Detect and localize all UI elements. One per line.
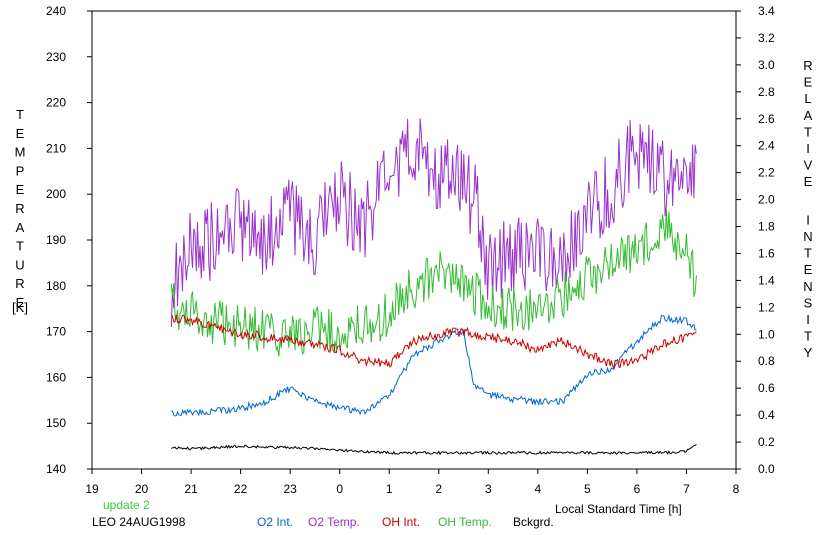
y-right-tick-label: 3.0	[758, 58, 775, 72]
y-right-label-letter: T	[804, 329, 812, 344]
series-line-oh-int	[171, 314, 697, 370]
y-left-tick-label: 150	[46, 416, 66, 430]
y-right-tick-label: 2.6	[758, 112, 775, 126]
series-line-o2-temp	[170, 118, 697, 328]
legend-entry: O2 Temp.	[308, 515, 360, 529]
y-right-tick-label: 1.6	[758, 246, 775, 260]
x-tick-label: 6	[634, 482, 641, 496]
x-tick-label: 19	[85, 482, 99, 496]
y-left-tick-label: 170	[46, 325, 66, 339]
series-line-bckgrd	[171, 444, 697, 456]
y-left-label-letter: E	[16, 126, 25, 141]
y-right-tick-label: 2.0	[758, 193, 775, 207]
y-left-tick-label: 140	[46, 462, 66, 476]
x-tick-label: 7	[683, 482, 690, 496]
y-right-label-letter: R	[803, 58, 812, 73]
x-tick-label: 2	[435, 482, 442, 496]
legend-entry: O2 Int.	[257, 515, 293, 529]
x-axis-label: Local Standard Time [h]	[555, 502, 682, 516]
x-tick-label: 22	[234, 482, 248, 496]
y-right-tick-label: 0.8	[758, 354, 775, 368]
y-left-tick-label: 220	[46, 96, 66, 110]
y-right-label-letter: E	[804, 75, 813, 90]
y-right-tick-label: 0.4	[758, 408, 775, 422]
y-left-label-letter: R	[15, 276, 24, 291]
y-right-label-letter: I	[806, 212, 810, 227]
x-tick-label: 23	[283, 482, 297, 496]
y-left-label-letter: M	[15, 145, 26, 160]
y-left-label-letter: T	[16, 107, 24, 122]
y-left-tick-label: 180	[46, 279, 66, 293]
station-date-note: LEO 24AUG1998	[92, 515, 186, 529]
y-right-label-letter: N	[803, 279, 812, 294]
y-left-tick-label: 190	[46, 233, 66, 247]
y-left-label-letter: E	[16, 182, 25, 197]
y-right-label-letter: I	[806, 141, 810, 156]
y-left-label-letter: T	[16, 239, 24, 254]
series-line-o2-int	[171, 313, 697, 417]
y-right-tick-label: 1.4	[758, 273, 775, 287]
plot-frame	[91, 10, 737, 470]
y-right-tick-label: 2.4	[758, 139, 775, 153]
legend-entry: OH Temp.	[438, 515, 492, 529]
y-right-label-letter: Y	[804, 345, 813, 360]
y-left-tick-label: 160	[46, 370, 66, 384]
y-left-tick-label: 240	[46, 4, 66, 18]
y-right-tick-label: 1.0	[758, 327, 775, 341]
y-right-tick-label: 3.4	[758, 4, 775, 18]
x-tick-label: 20	[135, 482, 149, 496]
y-left-label-letter: U	[15, 257, 24, 272]
y-right-tick-label: 1.2	[758, 300, 775, 314]
y-right-tick-label: 2.8	[758, 85, 775, 99]
x-tick-label: 8	[733, 482, 740, 496]
y-right-label-letter: T	[804, 124, 812, 139]
y-right-tick-label: 1.8	[758, 220, 775, 234]
y-axis-left-unit: [K]	[12, 300, 28, 315]
x-tick-label: 0	[336, 482, 343, 496]
y-right-label-letter: T	[804, 246, 812, 261]
y-left-label-letter: E	[16, 295, 25, 310]
y-right-label-letter: N	[803, 229, 812, 244]
y-right-label-letter: I	[806, 312, 810, 327]
x-tick-label: 4	[535, 482, 542, 496]
legend-entry: Bckgrd.	[513, 515, 554, 529]
y-right-tick-label: 0.0	[758, 462, 775, 476]
y-left-label-letter: R	[15, 201, 24, 216]
y-left-tick-label: 230	[46, 50, 66, 64]
y-right-tick-label: 0.6	[758, 381, 775, 395]
y-right-tick-label: 2.2	[758, 166, 775, 180]
x-tick-label: 5	[584, 482, 591, 496]
x-tick-label: 1	[386, 482, 393, 496]
y-right-tick-label: 3.2	[758, 31, 775, 45]
y-right-label-letter: V	[804, 158, 813, 173]
update-note: update 2	[103, 498, 150, 512]
y-right-label-letter: E	[804, 174, 813, 189]
y-left-label-letter: P	[16, 163, 25, 178]
x-tick-label: 3	[485, 482, 492, 496]
y-left-tick-label: 210	[46, 141, 66, 155]
y-right-label-letter: S	[804, 295, 813, 310]
y-right-tick-label: 0.2	[758, 435, 775, 449]
x-tick-label: 21	[184, 482, 198, 496]
y-left-tick-label: 200	[46, 187, 66, 201]
legend-entry: OH Int.	[382, 515, 420, 529]
series-line-oh-temp	[170, 208, 697, 357]
y-right-label-letter: L	[804, 91, 811, 106]
y-right-label-letter: A	[804, 108, 813, 123]
y-left-label-letter: A	[16, 220, 25, 235]
y-right-label-letter: E	[804, 262, 813, 277]
